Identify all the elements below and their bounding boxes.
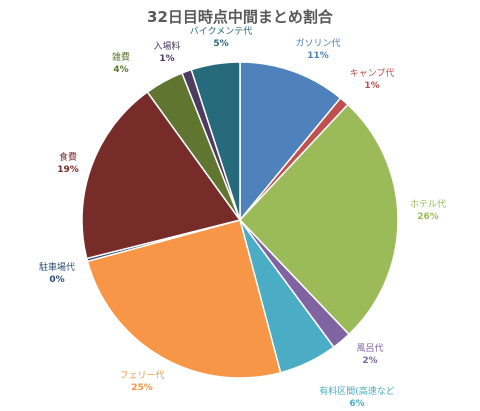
- slice-percent-label: 5%: [213, 39, 228, 49]
- slice-percent-label: 2%: [362, 356, 377, 366]
- slice-label: キャンプ代: [350, 68, 395, 79]
- pie-slice: [86, 219, 282, 379]
- slice-label: バイクメンテ代: [190, 26, 252, 37]
- slice-percent-label: 26%: [417, 212, 439, 222]
- slice-percent-label: 25%: [131, 383, 153, 393]
- slice-percent-label: 4%: [113, 65, 128, 75]
- slice-percent-label: 0%: [49, 275, 64, 285]
- pie-slice: [239, 61, 342, 223]
- slice-label: 食費: [59, 151, 77, 163]
- slice-label: 風呂代: [356, 343, 383, 354]
- slice-label: ガソリン代: [295, 38, 340, 49]
- slice-percent-label: 19%: [57, 165, 79, 175]
- pie-slices: [81, 61, 399, 379]
- slice-label: 雑費: [112, 51, 130, 63]
- slice-percent-label: 11%: [307, 51, 329, 61]
- slice-label: ホテル代: [410, 199, 446, 210]
- slice-percent-label: 1%: [159, 54, 174, 64]
- pie-slice: [190, 61, 241, 221]
- slice-percent-label: 1%: [364, 81, 379, 91]
- slice-labels: ガソリン代 11% キャンプ代 1% ホテル代 26% 風呂代 2% 有料区間(高速など 6% フェ…: [39, 26, 446, 409]
- chart-title: 32日目時点中間まとめ割合: [147, 8, 334, 26]
- pie-slice: [238, 103, 399, 336]
- slice-label: 有料区間(高速など: [319, 385, 395, 397]
- pie-slice: [81, 90, 242, 260]
- slice-label: 駐車場代: [39, 261, 75, 273]
- slice-label: 入場料: [153, 40, 180, 52]
- slice-percent-label: 6%: [349, 399, 364, 409]
- slice-label: フェリー代: [119, 370, 164, 381]
